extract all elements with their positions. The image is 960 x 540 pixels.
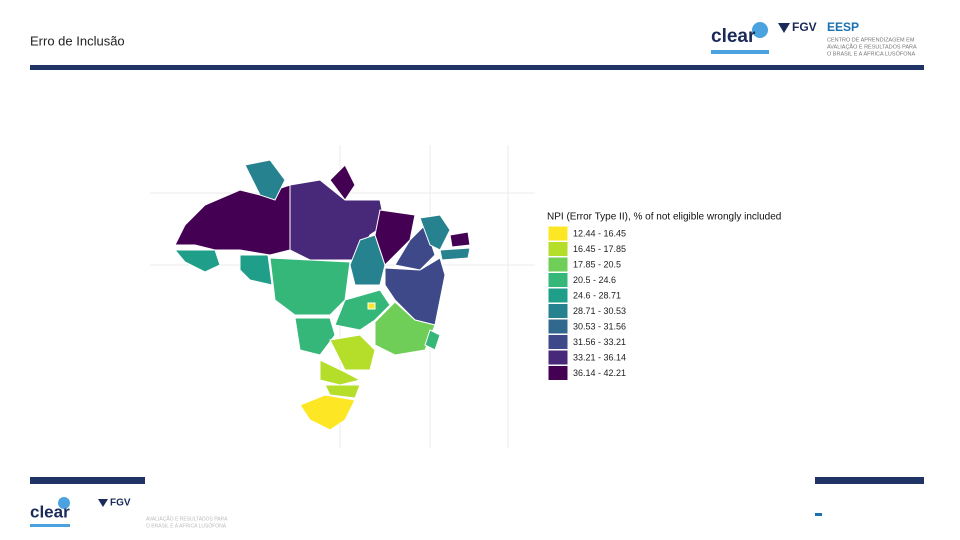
state (367, 302, 376, 310)
legend-label: 31.56 - 33.21 (573, 337, 626, 347)
legend-swatch (547, 287, 569, 304)
tagline: AVALIAÇÃO E RESULTADOS PARA (827, 43, 917, 50)
state (294, 317, 336, 356)
logo-fgv: FGV (110, 498, 131, 509)
map (150, 145, 535, 448)
state (439, 247, 471, 261)
logo-underline (30, 524, 70, 527)
state (419, 214, 451, 251)
legend-label: 16.45 - 17.85 (573, 244, 626, 254)
logo-globe (58, 497, 70, 509)
slide-title: Erro de Inclusão (30, 33, 125, 48)
state (299, 394, 356, 431)
legend-label: 30.53 - 31.56 (573, 321, 626, 331)
state (244, 159, 286, 201)
bottom-rule (30, 477, 145, 484)
legend-label: 28.71 - 30.53 (573, 306, 626, 316)
state (319, 359, 362, 386)
state (449, 231, 471, 248)
logo-fgv-mark (98, 499, 108, 507)
state (394, 224, 436, 271)
legend-label: 33.21 - 36.14 (573, 352, 626, 362)
state (374, 209, 416, 266)
legend-swatch (547, 241, 569, 257)
legend-swatch (547, 272, 569, 288)
tagline: AVALIAÇÃO E RESULTADOS PARA (146, 515, 228, 522)
state (324, 384, 361, 399)
logo-fgv: FGV (792, 20, 817, 34)
state (384, 257, 446, 326)
legend-swatch (547, 303, 569, 319)
bottom-rule (815, 477, 924, 484)
tagline: O BRASIL E A ÁFRICA LUSÓFONA (827, 50, 915, 57)
logo-globe (752, 22, 768, 38)
legend-swatch (547, 318, 569, 335)
logo-underline (711, 50, 769, 54)
logo-clear: clear (711, 26, 756, 47)
state (334, 289, 391, 331)
legend-label: 12.44 - 16.45 (573, 228, 626, 238)
legend-swatch (547, 225, 569, 242)
tagline: CENTRO DE APRENDIZAGEM EM (827, 37, 915, 43)
legend-title: NPI (Error Type II), % of not eligible w… (547, 212, 781, 223)
logo-clear: clear (30, 502, 70, 521)
legend: NPI (Error Type II), % of not eligible w… (547, 212, 781, 381)
legend-label: 36.14 - 42.21 (573, 368, 626, 378)
legend-swatch (547, 365, 569, 381)
legend-label: 24.6 - 28.71 (573, 290, 621, 300)
state (239, 254, 273, 286)
top-rule (30, 65, 924, 70)
state (424, 329, 441, 351)
legend-swatch (547, 349, 569, 366)
legend-swatch (547, 256, 569, 273)
legend-label: 20.5 - 24.6 (573, 275, 616, 285)
tagline: O BRASIL E A ÁFRICA LUSÓFONA (146, 522, 227, 529)
logo-fgv-mark (778, 23, 790, 33)
state (269, 257, 351, 316)
state (329, 334, 376, 371)
legend-swatch (547, 334, 569, 350)
state (329, 164, 356, 201)
logo-eesp: EESP (827, 20, 859, 34)
state (173, 249, 221, 273)
dash (815, 513, 822, 516)
legend-label: 17.85 - 20.5 (573, 259, 621, 269)
